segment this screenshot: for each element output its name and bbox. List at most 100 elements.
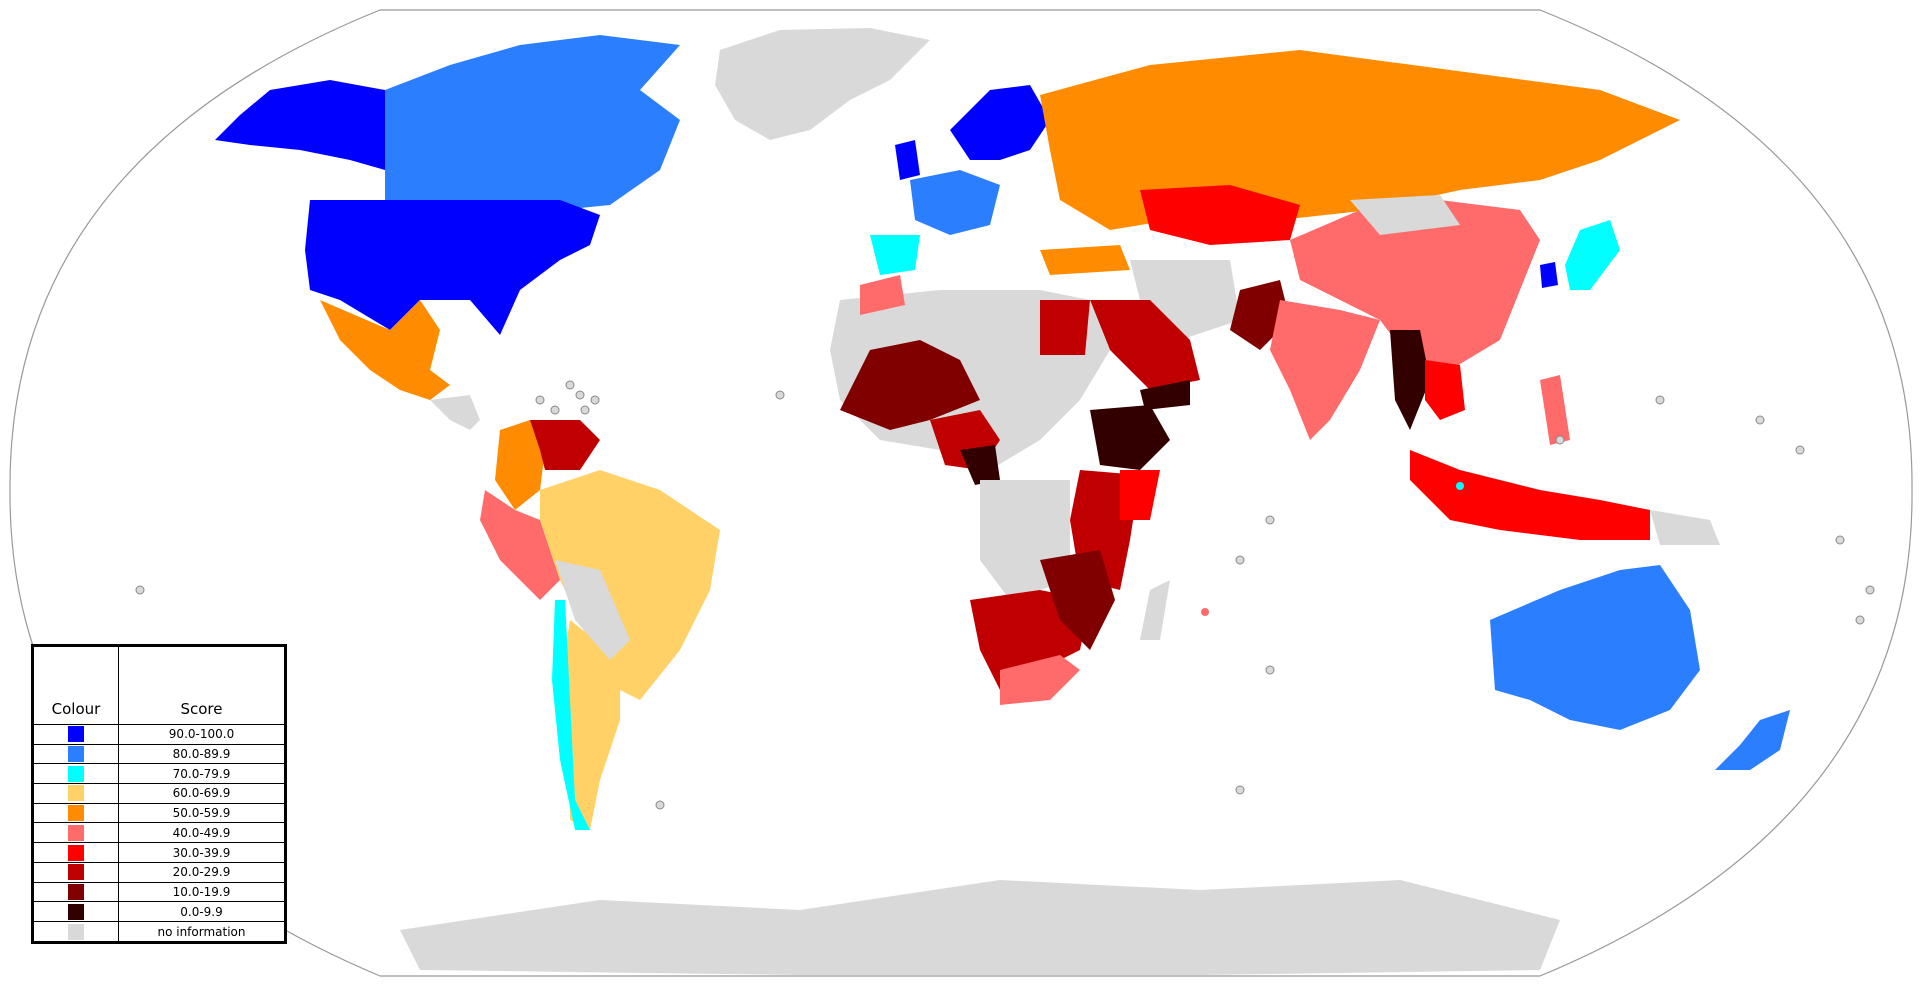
legend-swatch-cell bbox=[33, 723, 119, 745]
legend-range-label: 70.0-79.9 bbox=[118, 763, 285, 785]
legend-swatch-cell bbox=[33, 881, 119, 903]
legend-header-score: Score bbox=[118, 646, 285, 725]
legend-table: Colour Score 90.0-100.0 80.0-89.9 70.0-79.… bbox=[33, 646, 285, 942]
legend-swatch-cell bbox=[33, 901, 119, 923]
thailand bbox=[1425, 360, 1465, 420]
western-europe bbox=[910, 170, 1000, 235]
turkey bbox=[1040, 245, 1130, 275]
legend-row: 20.0-29.9 bbox=[33, 861, 285, 883]
usa bbox=[305, 200, 600, 335]
saudi-arabia bbox=[1090, 300, 1200, 390]
legend-row: 50.0-59.9 bbox=[33, 802, 285, 824]
mozambique bbox=[1040, 550, 1115, 650]
legend-swatch-cell bbox=[33, 783, 119, 804]
legend-swatch bbox=[68, 903, 84, 920]
peru bbox=[480, 490, 560, 600]
small-island-markers bbox=[135, 380, 1875, 810]
legend-swatch bbox=[68, 884, 84, 901]
legend-header-colour: Colour bbox=[33, 646, 119, 725]
australia bbox=[1490, 565, 1700, 730]
kazakhstan bbox=[1140, 185, 1300, 245]
legend-row: 60.0-69.9 bbox=[33, 783, 285, 804]
india bbox=[1270, 300, 1380, 440]
kenya bbox=[1120, 470, 1160, 520]
legend-range-label: 10.0-19.9 bbox=[118, 881, 285, 903]
philippines bbox=[1540, 375, 1570, 445]
canada bbox=[385, 35, 680, 210]
legend-row: 80.0-89.9 bbox=[33, 743, 285, 765]
madagascar bbox=[1140, 580, 1170, 640]
argentina bbox=[560, 620, 620, 830]
legend-header-row: Colour Score bbox=[33, 646, 285, 725]
russia bbox=[1040, 50, 1680, 230]
legend-row: no information bbox=[33, 921, 285, 942]
map-frame bbox=[9, 9, 1913, 977]
small-island-marker-colored bbox=[1456, 482, 1464, 490]
egypt bbox=[1040, 300, 1090, 355]
legend-swatch-cell bbox=[33, 842, 119, 863]
legend-range-label: 20.0-29.9 bbox=[118, 861, 285, 883]
new-zealand bbox=[1715, 710, 1790, 770]
legend-row: 30.0-39.9 bbox=[33, 842, 285, 863]
legend-range-label: 30.0-39.9 bbox=[118, 842, 285, 863]
legend-swatch bbox=[68, 805, 84, 822]
legend-swatch bbox=[68, 726, 84, 743]
legend-range-label: no information bbox=[118, 921, 285, 942]
legend-row: 10.0-19.9 bbox=[33, 881, 285, 903]
alaska bbox=[215, 80, 385, 170]
japan bbox=[1565, 220, 1620, 290]
legend-range-label: 80.0-89.9 bbox=[118, 743, 285, 765]
legend-swatch-cell bbox=[33, 763, 119, 785]
legend-row: 70.0-79.9 bbox=[33, 763, 285, 785]
antarctica bbox=[400, 880, 1560, 975]
legend-swatch bbox=[68, 923, 84, 940]
legend-swatch bbox=[68, 745, 84, 762]
legend-swatch bbox=[68, 844, 84, 861]
south-korea bbox=[1540, 262, 1558, 288]
legend-range-label: 40.0-49.9 bbox=[118, 822, 285, 844]
small-island-marker-colored bbox=[1201, 608, 1209, 616]
mexico bbox=[320, 300, 450, 400]
legend-range-label: 60.0-69.9 bbox=[118, 783, 285, 804]
sahel bbox=[840, 340, 980, 430]
legend-range-label: 0.0-9.9 bbox=[118, 901, 285, 923]
legend-swatch bbox=[68, 824, 84, 841]
scandinavia bbox=[950, 85, 1050, 160]
indonesia bbox=[1410, 450, 1650, 540]
morocco bbox=[860, 275, 905, 315]
colombia bbox=[495, 420, 545, 510]
legend: Colour Score 90.0-100.0 80.0-89.9 70.0-79.… bbox=[31, 644, 287, 944]
legend-row: 90.0-100.0 bbox=[33, 723, 285, 745]
uk bbox=[895, 140, 920, 180]
legend-swatch-cell bbox=[33, 822, 119, 844]
legend-swatch bbox=[68, 785, 84, 802]
myanmar bbox=[1390, 330, 1430, 430]
central-america bbox=[430, 395, 480, 430]
legend-swatch bbox=[68, 864, 84, 881]
cameroon bbox=[960, 445, 1000, 485]
mongolia bbox=[1350, 195, 1460, 235]
china bbox=[1290, 200, 1540, 370]
iberia bbox=[870, 235, 920, 275]
south-africa bbox=[1000, 655, 1080, 705]
legend-row: 0.0-9.9 bbox=[33, 901, 285, 923]
brazil bbox=[540, 470, 720, 700]
legend-range-label: 90.0-100.0 bbox=[118, 723, 285, 745]
bolivia-paraguay bbox=[555, 560, 630, 660]
papua bbox=[1650, 510, 1720, 545]
legend-swatch-cell bbox=[33, 802, 119, 824]
middle-east bbox=[1130, 260, 1240, 340]
legend-range-label: 50.0-59.9 bbox=[118, 802, 285, 824]
yemen bbox=[1140, 380, 1190, 410]
legend-swatch bbox=[68, 765, 84, 782]
legend-swatch-cell bbox=[33, 921, 119, 942]
legend-rows: 90.0-100.0 80.0-89.9 70.0-79.9 60.0-69.9 50.… bbox=[33, 723, 285, 942]
ethiopia bbox=[1090, 405, 1170, 470]
legend-swatch-cell bbox=[33, 743, 119, 765]
venezuela bbox=[530, 420, 600, 470]
legend-row: 40.0-49.9 bbox=[33, 822, 285, 844]
greenland bbox=[715, 28, 930, 140]
chile bbox=[552, 600, 590, 830]
legend-swatch-cell bbox=[33, 861, 119, 883]
